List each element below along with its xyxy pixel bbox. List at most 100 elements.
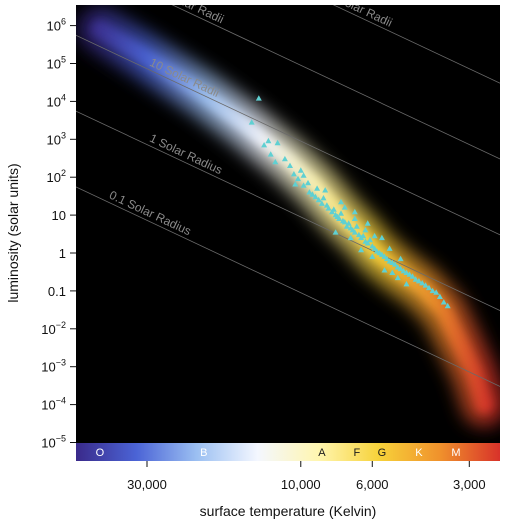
star-marker xyxy=(351,215,358,221)
spectral-class-label: G xyxy=(378,447,387,459)
star-marker xyxy=(371,232,378,239)
spectral-color-bar xyxy=(76,443,500,461)
star-marker xyxy=(315,196,322,203)
y-tick-label: 0.1 xyxy=(48,284,66,299)
star-marker xyxy=(409,273,416,279)
y-tick-label: 10−5 xyxy=(41,434,66,451)
star-marker xyxy=(312,193,319,200)
star-marker xyxy=(392,261,398,267)
spectral-class-label: A xyxy=(318,447,326,459)
star-marker xyxy=(347,234,354,241)
radius-line xyxy=(76,110,500,312)
star-marker xyxy=(320,195,327,201)
star-marker xyxy=(353,223,360,229)
star-marker xyxy=(297,167,304,173)
y-tick-label: 10−3 xyxy=(41,358,66,375)
star-marker xyxy=(255,95,262,101)
star-marker xyxy=(364,240,371,246)
star-marker xyxy=(369,253,376,259)
x-tick-label: 10,000 xyxy=(281,477,321,492)
star-marker xyxy=(378,234,385,241)
star-marker xyxy=(419,280,426,286)
star-marker xyxy=(338,198,344,205)
radius-line xyxy=(76,34,500,236)
y-tick-label: 103 xyxy=(47,130,66,147)
star-marker xyxy=(397,255,404,262)
star-marker xyxy=(386,245,393,251)
star-marker xyxy=(384,255,390,262)
star-marker xyxy=(287,162,293,168)
star-marker xyxy=(318,200,325,206)
star-marker xyxy=(436,293,443,299)
star-marker xyxy=(426,284,432,291)
star-marker xyxy=(345,220,352,226)
star-marker xyxy=(362,227,369,233)
star-marker xyxy=(343,223,350,229)
star-marker xyxy=(403,281,410,287)
star-marker xyxy=(274,139,281,146)
star-marker xyxy=(355,231,362,238)
spectral-class-label: F xyxy=(353,447,360,459)
y-axis-title: luminosity (solar units) xyxy=(5,163,21,302)
y-tick-label: 102 xyxy=(47,168,66,185)
y-tick-label: 1 xyxy=(59,246,66,261)
star-marker xyxy=(403,269,410,275)
star-marker xyxy=(295,175,301,182)
star-marker xyxy=(433,289,440,295)
star-marker xyxy=(415,278,422,284)
star-marker xyxy=(336,215,343,221)
radius-line xyxy=(76,186,500,387)
star-marker xyxy=(325,205,332,211)
star-marker xyxy=(281,155,288,162)
star-marker xyxy=(338,210,344,216)
y-tick-label: 10−2 xyxy=(41,320,66,337)
y-tick-label: 106 xyxy=(47,17,66,34)
y-tick-label: 10 xyxy=(52,208,66,223)
star-marker xyxy=(440,299,447,305)
star-marker xyxy=(300,182,307,188)
star-marker xyxy=(309,191,316,197)
radius-line xyxy=(171,5,500,160)
star-marker xyxy=(351,208,358,215)
y-tick-label: 105 xyxy=(47,55,66,72)
star-marker xyxy=(267,151,274,157)
star-marker xyxy=(367,236,373,243)
spectral-class-label: M xyxy=(451,447,460,459)
star-marker xyxy=(314,185,321,191)
star-marker xyxy=(261,142,268,148)
star-marker xyxy=(364,220,371,226)
star-marker xyxy=(412,276,419,282)
y-tick-label: 104 xyxy=(47,92,66,109)
star-marker xyxy=(290,171,297,177)
spectral-class-label: K xyxy=(415,447,423,459)
star-marker xyxy=(400,268,407,274)
star-marker xyxy=(330,206,337,212)
spectral-class-label: O xyxy=(96,447,105,459)
star-marker xyxy=(389,269,396,275)
star-marker xyxy=(351,229,358,235)
star-marker xyxy=(422,282,429,288)
x-axis-title: surface temperature (Kelvin) xyxy=(200,503,377,519)
spectral-class-label: B xyxy=(200,447,207,459)
radius-line xyxy=(332,5,500,84)
star-marker xyxy=(429,287,436,294)
y-tick-label: 10−4 xyxy=(41,396,66,413)
x-tick-label: 30,000 xyxy=(127,477,167,492)
star-marker xyxy=(248,119,255,125)
star-marker xyxy=(272,158,279,165)
star-marker xyxy=(305,179,311,186)
star-marker xyxy=(381,267,388,273)
star-marker xyxy=(394,274,401,281)
star-marker xyxy=(341,219,348,225)
star-marker xyxy=(300,172,307,178)
star-marker xyxy=(322,187,329,193)
star-marker xyxy=(292,181,299,187)
star-marker xyxy=(306,189,313,195)
star-marker xyxy=(265,137,272,144)
x-tick-label: 6,000 xyxy=(356,477,389,492)
star-marker xyxy=(406,271,413,277)
x-tick-label: 3,000 xyxy=(453,477,486,492)
star-marker xyxy=(444,302,451,309)
